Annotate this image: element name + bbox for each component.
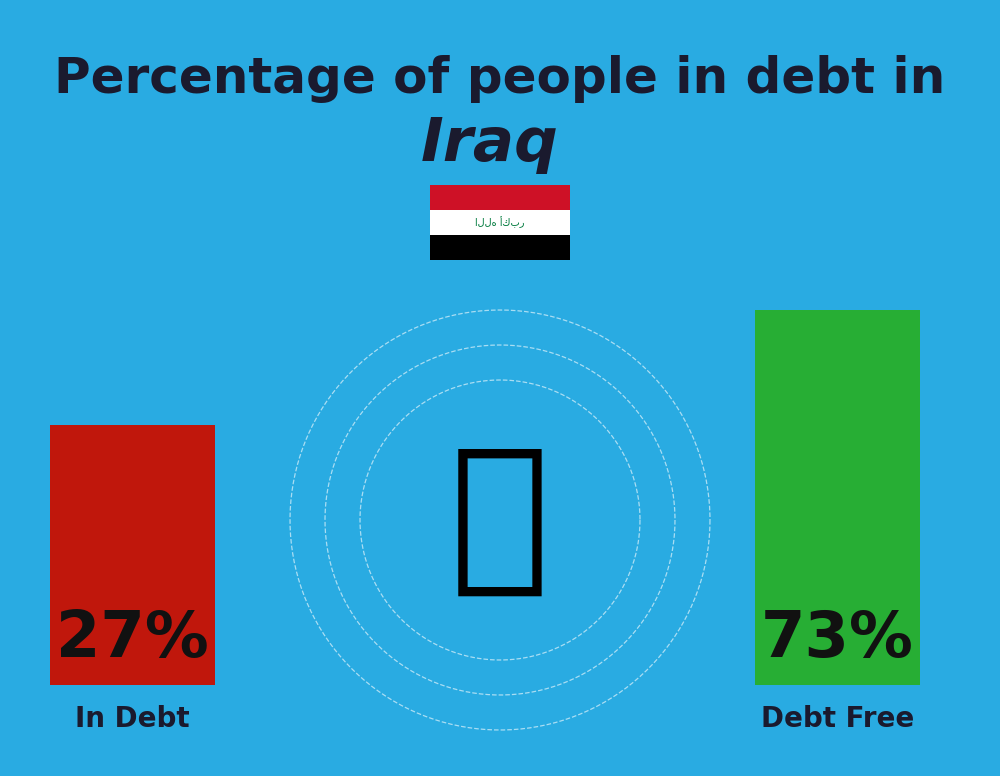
Bar [430,210,570,235]
Text: الله أكبر: الله أكبر [475,217,525,228]
Text: In Debt: In Debt [75,705,190,733]
Bar [50,425,215,685]
Text: 27%: 27% [56,608,209,670]
Text: Debt Free: Debt Free [761,705,914,733]
Text: Iraq: Iraq [421,115,559,174]
Text: 🏦: 🏦 [450,438,550,601]
Bar [430,235,570,260]
Text: 73%: 73% [761,608,914,670]
Bar [430,185,570,210]
Bar [755,310,920,685]
Text: Percentage of people in debt in: Percentage of people in debt in [54,55,946,103]
